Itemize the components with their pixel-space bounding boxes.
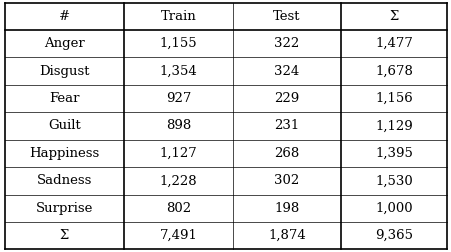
Text: #: # (59, 10, 70, 23)
Text: Anger: Anger (44, 37, 84, 50)
Text: Disgust: Disgust (39, 65, 89, 78)
Text: 1,354: 1,354 (159, 65, 197, 78)
Text: Fear: Fear (49, 92, 79, 105)
Text: 1,874: 1,874 (267, 229, 305, 242)
Text: 1,678: 1,678 (375, 65, 412, 78)
Text: 927: 927 (166, 92, 191, 105)
Text: 9,365: 9,365 (374, 229, 412, 242)
Text: 1,000: 1,000 (375, 202, 412, 215)
Text: 1,228: 1,228 (159, 174, 197, 187)
Text: Train: Train (160, 10, 196, 23)
Text: 302: 302 (274, 174, 299, 187)
Text: 324: 324 (274, 65, 299, 78)
Text: 1,395: 1,395 (375, 147, 412, 160)
Text: 268: 268 (274, 147, 299, 160)
Text: 198: 198 (274, 202, 299, 215)
Text: 1,127: 1,127 (159, 147, 197, 160)
Text: Guilt: Guilt (48, 119, 81, 133)
Text: 1,530: 1,530 (375, 174, 412, 187)
Text: Surprise: Surprise (36, 202, 93, 215)
Text: 231: 231 (274, 119, 299, 133)
Text: 1,156: 1,156 (375, 92, 412, 105)
Text: 1,477: 1,477 (375, 37, 412, 50)
Text: 229: 229 (274, 92, 299, 105)
Text: Test: Test (272, 10, 300, 23)
Text: Σ: Σ (389, 10, 398, 23)
Text: 898: 898 (166, 119, 191, 133)
Text: Sadness: Sadness (37, 174, 92, 187)
Text: 7,491: 7,491 (159, 229, 197, 242)
Text: 802: 802 (166, 202, 190, 215)
Text: 1,129: 1,129 (375, 119, 412, 133)
Text: Σ: Σ (60, 229, 69, 242)
Text: Happiness: Happiness (29, 147, 99, 160)
Text: 1,155: 1,155 (159, 37, 197, 50)
Text: 322: 322 (274, 37, 299, 50)
